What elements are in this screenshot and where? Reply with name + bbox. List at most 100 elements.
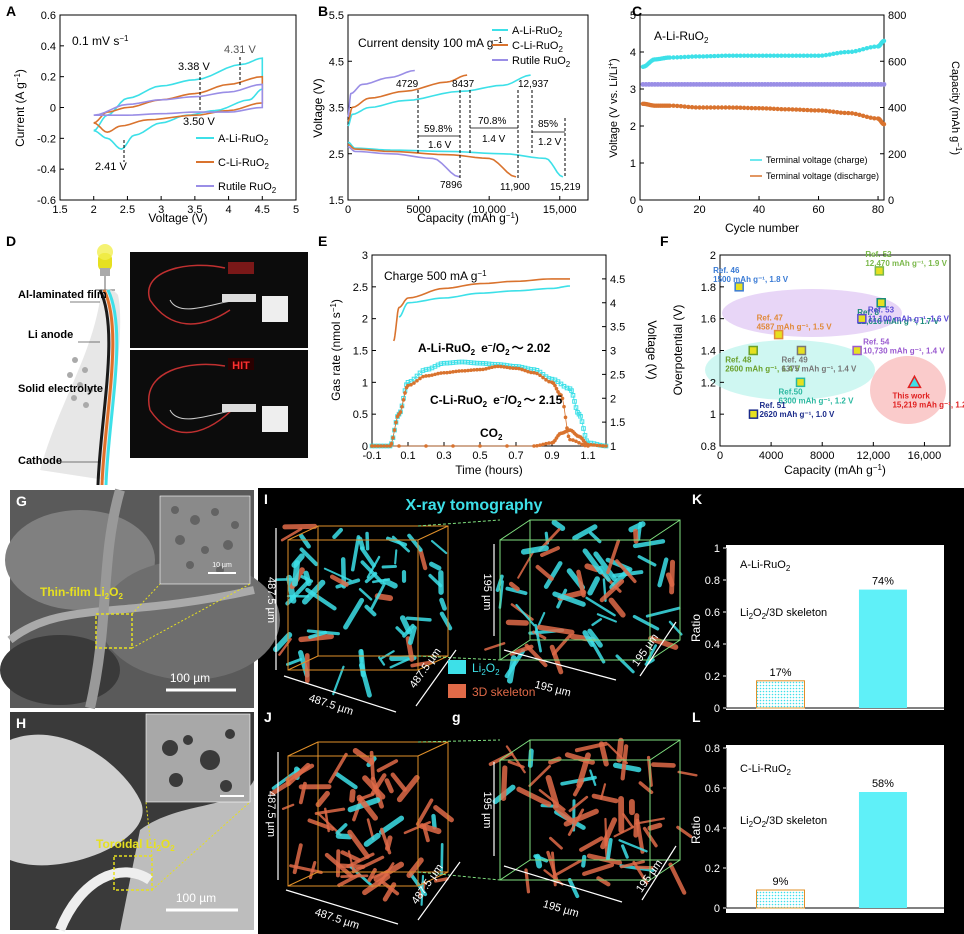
c-point <box>749 105 754 111</box>
e-gas-point <box>517 366 521 371</box>
c-point <box>790 107 795 112</box>
tomography-fiber <box>369 750 375 781</box>
c-point <box>842 110 847 116</box>
e-ylabel-right: Voltage (V) <box>645 320 659 379</box>
e-gas-point <box>582 433 588 438</box>
c-point <box>704 54 710 59</box>
tomography-fiber <box>636 521 643 541</box>
tomography-fiber <box>370 582 386 610</box>
e-gas-point <box>391 435 395 440</box>
tomography-fiber <box>402 623 415 638</box>
c-point <box>797 53 803 58</box>
tomography-fiber <box>524 868 531 894</box>
tomography-fiber <box>645 644 658 664</box>
tomography-fiber <box>363 832 381 847</box>
panel-letter-d: D <box>6 233 16 249</box>
tomography-fiber <box>270 780 291 796</box>
e-gas-point <box>532 444 536 448</box>
cube-edge <box>417 655 449 671</box>
tomography-fiber <box>507 655 517 684</box>
e-gas-point <box>486 361 492 367</box>
y-tick-label: 1 <box>710 409 716 421</box>
tomography-fiber <box>598 741 609 767</box>
b-label-4729: 4729 <box>396 79 419 90</box>
y-tick-label: 0.8 <box>701 441 716 453</box>
c-ylabel-right: Capacity (mAh g <box>949 61 961 142</box>
bar-y-tick-label: 0.8 <box>705 575 720 587</box>
f-ref-label: Ref. 47 <box>757 314 784 323</box>
c-point <box>782 53 788 58</box>
a-xlabel: Voltage (V) <box>148 211 207 225</box>
x-tick-label: 15,000 <box>543 204 577 216</box>
e-gas-point <box>424 374 428 378</box>
tomography-fiber <box>395 626 405 636</box>
c-point <box>753 106 758 111</box>
tomography-fiber <box>552 804 573 823</box>
e-gas-point <box>427 373 431 378</box>
panel-a-cv-chart: 1.5 2 2.5 3 3.5 4 4.5 5 -0.6 -0.4 -0.2 0 0.2 0.4 0.6 0… <box>13 10 299 225</box>
f-ref-marker <box>773 329 784 340</box>
e-gas-point <box>439 371 443 375</box>
b-annot-sup: −1 <box>493 36 503 45</box>
b-label-7896: 7896 <box>440 180 463 191</box>
tomography-fiber <box>439 597 447 611</box>
tomography-fiber <box>600 817 618 850</box>
c-point <box>823 52 829 58</box>
b-ylabel: Voltage (V) <box>311 78 325 137</box>
tomography-fiber <box>587 576 600 596</box>
e-gas-point <box>487 366 491 370</box>
svg-text:C-Li-RuO2: C-Li-RuO2 <box>740 763 791 777</box>
c-point <box>741 53 747 58</box>
tomography-fiber <box>585 596 616 617</box>
e-gas-point <box>604 444 608 448</box>
tomography-fiber <box>534 623 542 653</box>
c-point <box>734 53 739 58</box>
y-tick-label: 5 <box>630 10 636 22</box>
c-point <box>727 53 732 58</box>
tomography-fiber <box>621 844 629 859</box>
x-tick-label: 8000 <box>810 450 834 462</box>
e-gas-point <box>411 376 417 382</box>
tomography-fiber <box>668 862 687 895</box>
tomography-fiber <box>356 794 378 821</box>
f-ref-marker <box>874 266 885 276</box>
tomography-fiber <box>384 778 394 794</box>
c-point <box>723 105 728 110</box>
tomography-fiber <box>418 549 428 571</box>
legend-skeleton-swatch <box>448 684 466 698</box>
e-gas-point <box>505 444 509 448</box>
c-point <box>741 105 747 111</box>
tomography-fiber <box>343 597 365 630</box>
b-legend-sub: 2 <box>558 30 563 39</box>
c-point <box>749 53 754 58</box>
y-tick-label: 0 <box>50 103 56 115</box>
cube-edge <box>499 859 531 881</box>
y-tick-label: 3.5 <box>329 103 344 115</box>
e-gas-point <box>453 359 459 365</box>
f-ref-desc: 15,219 mAh g⁻¹, 1.2 V <box>892 400 964 409</box>
bar-value-label: 74% <box>872 576 894 588</box>
f-ref-label: Ref. 51 <box>759 401 786 410</box>
cube-front-face <box>287 539 419 671</box>
e-gas-point <box>569 388 574 393</box>
tomography-fiber <box>520 545 549 555</box>
tomography-fiber <box>581 854 587 868</box>
x-tick-label: 0.9 <box>544 450 559 462</box>
tomography-fiber <box>505 619 529 626</box>
e-gas-point <box>475 367 479 372</box>
b-label-15219: 15,219 <box>550 182 581 193</box>
c-point <box>831 109 836 114</box>
j-dim-vertical: 487.5 µm <box>265 791 277 837</box>
e-gas-point <box>477 360 483 366</box>
c-point <box>708 54 713 59</box>
tomography-fiber <box>582 630 595 648</box>
tomography-fiber <box>278 638 292 656</box>
e-gas-point <box>401 398 406 402</box>
a-legend-text: A-Li-RuO <box>218 133 264 145</box>
a-annot-431: 4.31 V <box>224 44 256 56</box>
e-gas-point <box>478 367 482 372</box>
tomography-fiber <box>285 657 303 666</box>
c-point <box>820 53 825 58</box>
svg-text:Toroidal Li2O2: Toroidal Li2O2 <box>96 837 175 853</box>
